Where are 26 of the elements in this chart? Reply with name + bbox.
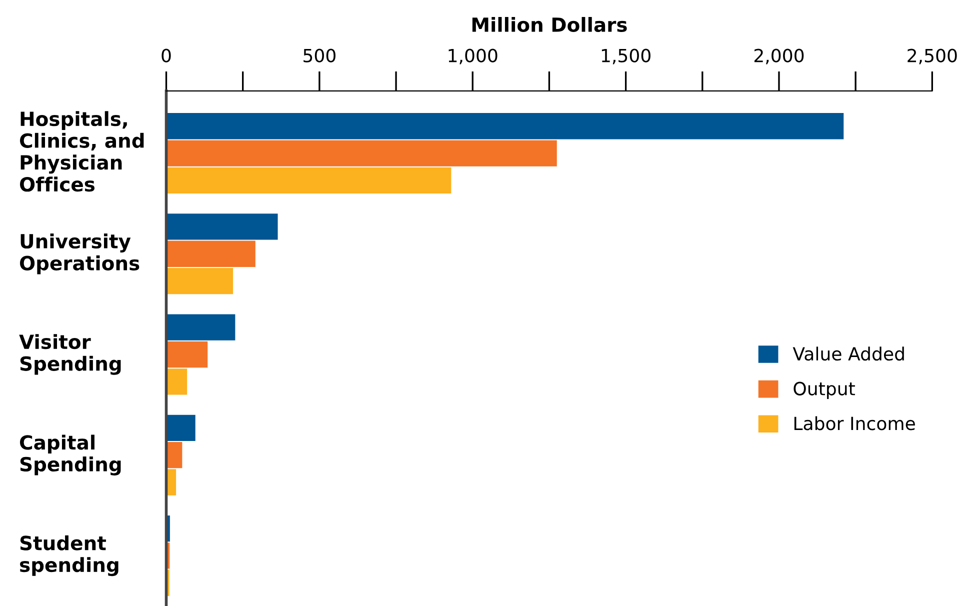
legend-label: Value Added [792,346,904,361]
bar [166,240,256,267]
x-tick-label: 1,500 [602,48,650,64]
bar [166,368,188,395]
bar [166,414,196,442]
y-tick-label: Hospitals, Clinics, and Physician Offices [20,111,144,192]
x-tick-label: 2,500 [908,48,957,64]
bar [166,314,236,340]
bar [166,268,234,294]
bar [166,140,557,166]
x-tick-label: 1,000 [448,48,498,64]
x-tick-label: 500 [304,48,336,62]
y-tick-label: University Operations [20,234,140,274]
y-tick-label: Visitor Spending [19,334,121,375]
bar [166,167,452,194]
legend-label: Labor Income [794,416,915,430]
bar [166,214,278,240]
y-tick-label: Student spending [20,535,118,576]
bar [166,113,844,140]
legend-label: Output [794,382,855,399]
x-tick-label: 0 [162,48,171,62]
x-tick-label: 2,000 [754,48,804,64]
y-tick-label: Capital Spending [20,434,121,476]
x-axis-title: Million Dollars [472,16,627,32]
bar [166,442,182,468]
bar [166,341,208,368]
